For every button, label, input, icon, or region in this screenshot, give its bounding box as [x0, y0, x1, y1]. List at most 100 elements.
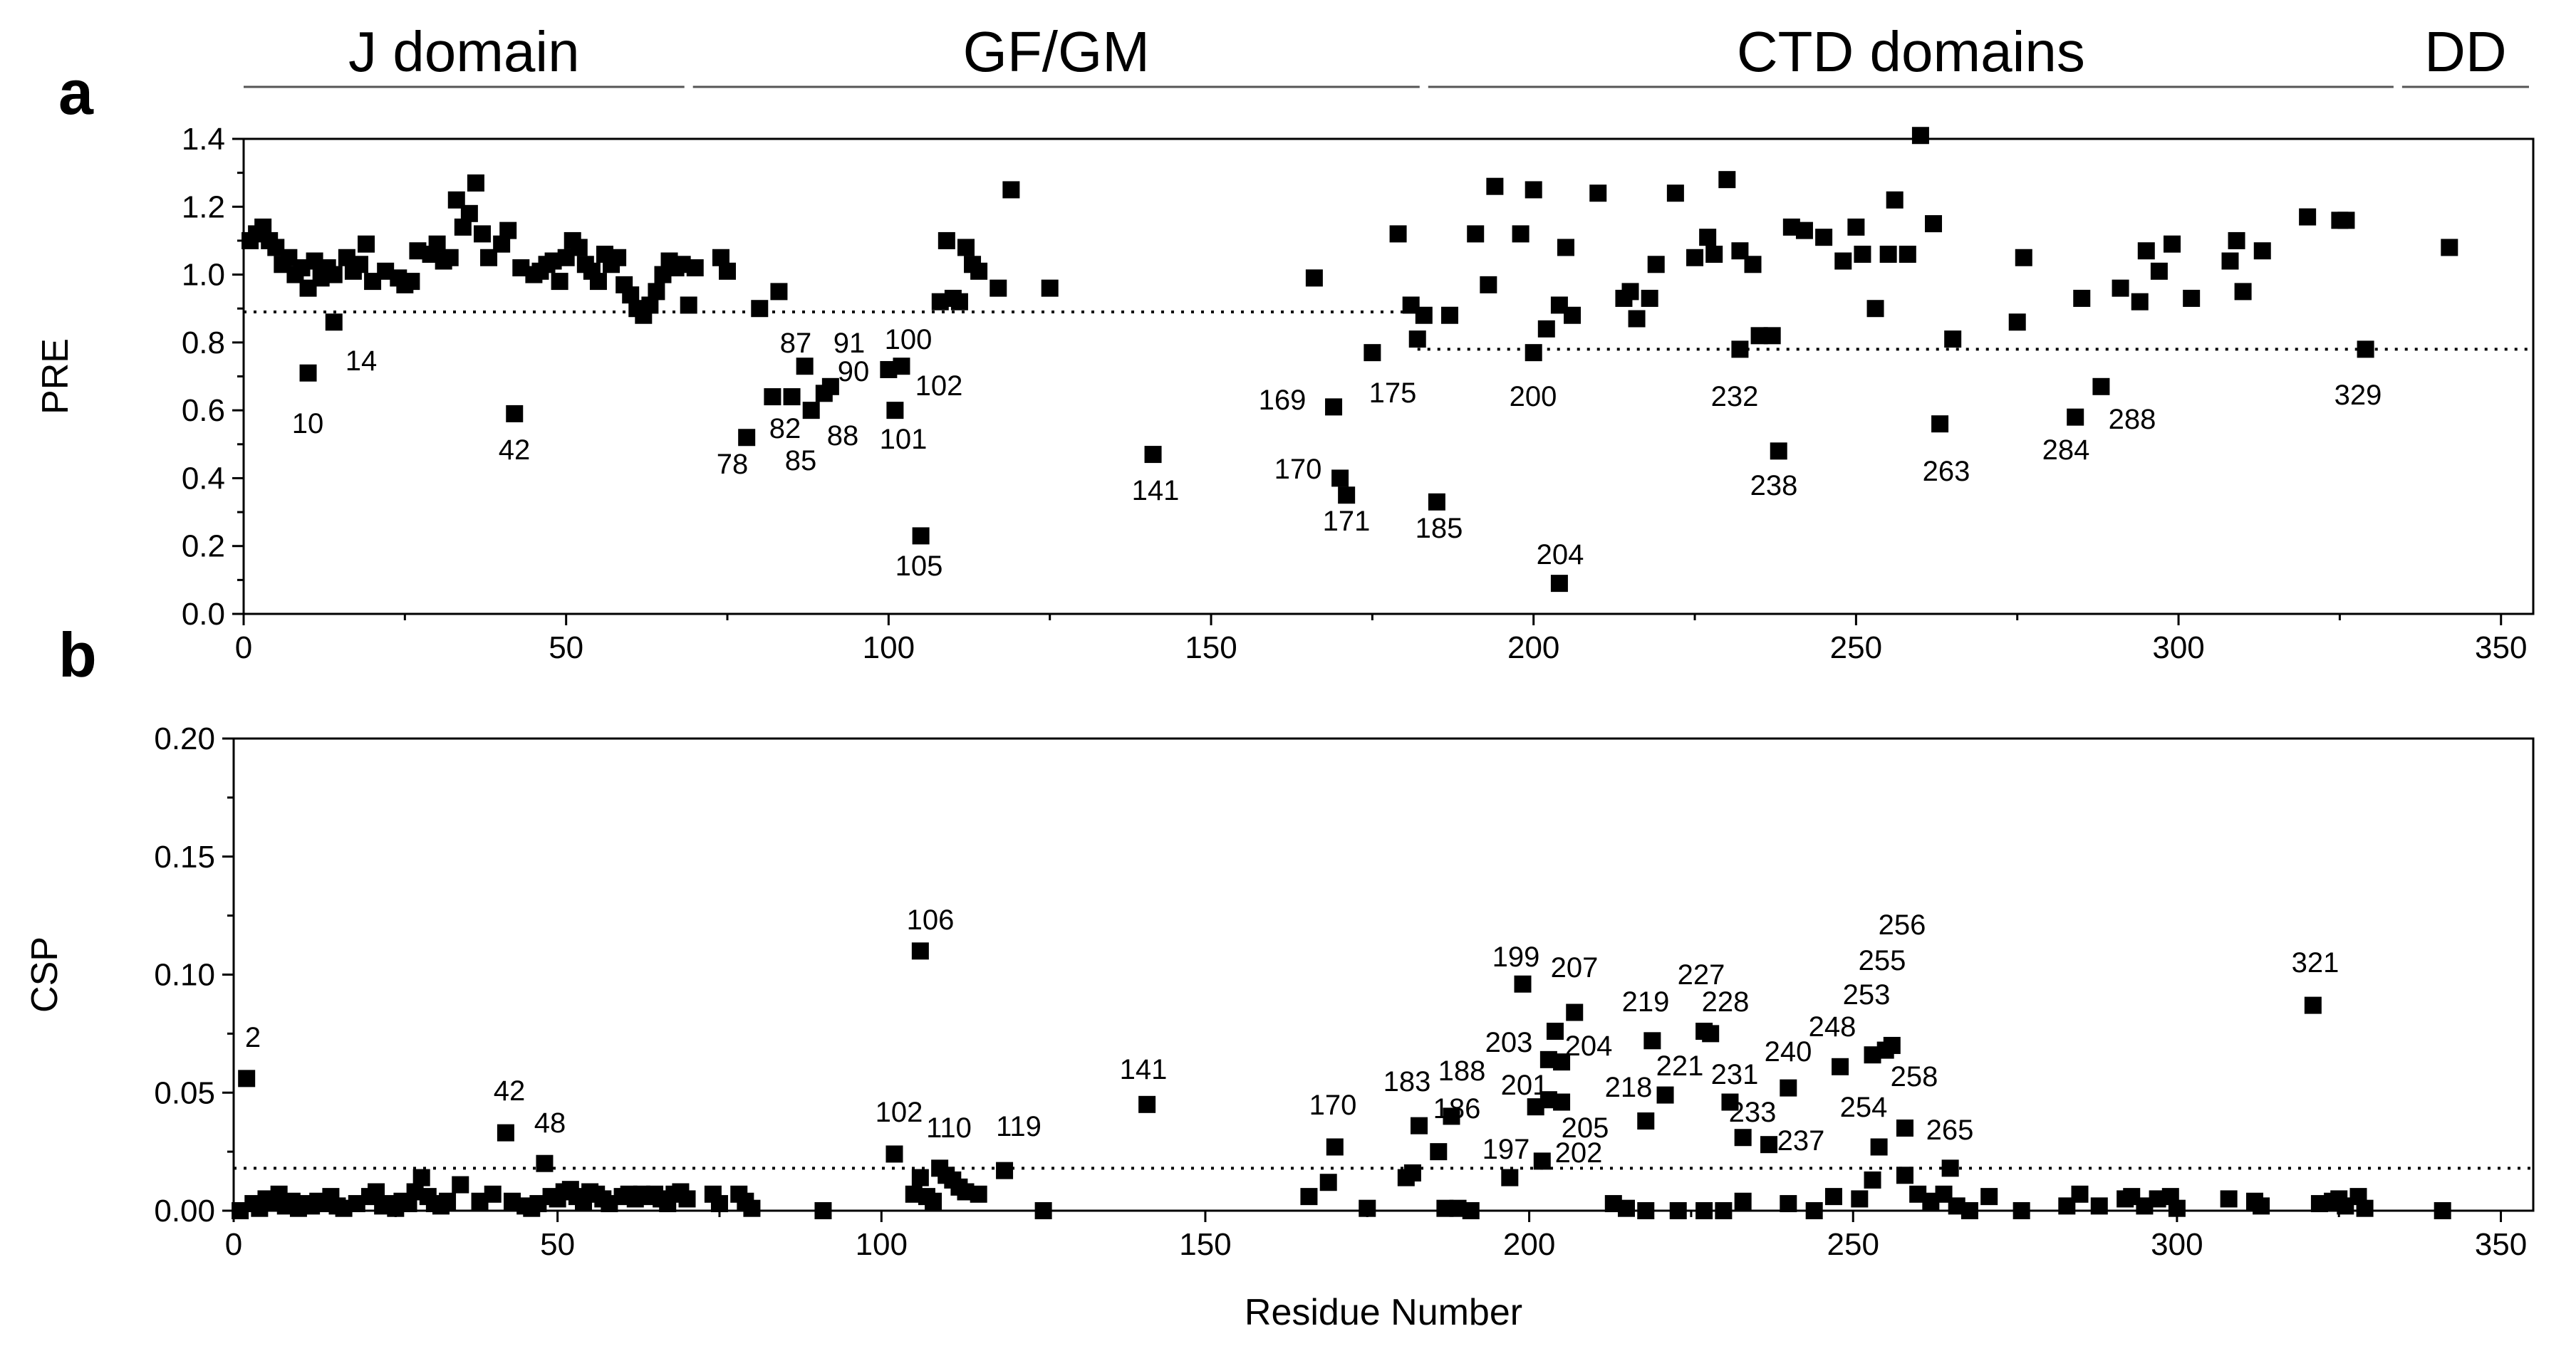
labeled-data-point — [796, 358, 814, 375]
data-point — [1525, 181, 1542, 199]
data-point — [680, 296, 697, 314]
x-axis-title: Residue Number — [1245, 1292, 1522, 1333]
point-label: 42 — [499, 434, 531, 466]
data-point — [2434, 1202, 2451, 1219]
point-label: 105 — [895, 551, 943, 582]
data-point — [751, 300, 769, 318]
data-point — [1467, 225, 1485, 243]
point-label: 256 — [1879, 909, 1926, 941]
point-label: 254 — [1840, 1092, 1888, 1123]
point-label: 102 — [915, 370, 963, 402]
data-point — [484, 1185, 502, 1203]
data-point — [1403, 1164, 1421, 1182]
data-point — [499, 221, 517, 239]
labeled-data-point — [802, 402, 820, 419]
labeled-data-point — [1514, 975, 1532, 993]
data-point — [441, 249, 459, 266]
data-point — [1734, 1192, 1752, 1210]
data-point — [1944, 330, 1962, 348]
point-label: 48 — [534, 1107, 566, 1139]
data-point — [2441, 239, 2458, 256]
point-label: 175 — [1369, 377, 1417, 409]
point-label: 82 — [769, 413, 801, 444]
y-tick-label: 0.00 — [154, 1194, 215, 1229]
data-point — [2137, 242, 2155, 260]
x-tick-label: 50 — [540, 1227, 575, 1262]
data-point — [770, 283, 788, 301]
data-point — [1847, 218, 1865, 236]
labeled-data-point — [893, 358, 910, 375]
labeled-data-point — [1325, 398, 1343, 416]
data-point — [1699, 229, 1717, 246]
data-point — [1686, 249, 1704, 266]
data-point — [1815, 229, 1833, 246]
point-label: 170 — [1274, 454, 1322, 485]
labeled-data-point — [1883, 1036, 1901, 1054]
data-point — [439, 1192, 457, 1210]
data-point — [1780, 1195, 1797, 1213]
point-label: 233 — [1729, 1097, 1777, 1128]
labeled-data-point — [325, 313, 343, 331]
data-point — [1960, 1202, 1978, 1219]
data-point — [1462, 1202, 1480, 1219]
labeled-data-point — [938, 1167, 955, 1184]
data-point — [678, 1190, 696, 1208]
labeled-data-point — [886, 402, 904, 419]
data-point — [1041, 279, 1059, 297]
data-point — [1034, 1202, 1052, 1219]
data-point — [2221, 252, 2239, 270]
data-point — [710, 1195, 728, 1213]
x-tick-label: 300 — [2152, 630, 2204, 665]
point-label: 90 — [838, 356, 870, 387]
point-label: 119 — [996, 1111, 1042, 1142]
labeled-data-point — [299, 364, 317, 382]
y-tick-label: 0.05 — [154, 1075, 215, 1110]
domain-label: CTD domains — [1737, 20, 2085, 83]
data-point — [2228, 231, 2245, 249]
data-point — [1695, 1202, 1713, 1219]
data-point — [2183, 289, 2201, 307]
data-point — [1744, 256, 1762, 273]
x-tick-label: 350 — [2475, 630, 2527, 665]
point-label: 203 — [1485, 1027, 1533, 1058]
data-point — [2090, 1197, 2108, 1215]
labeled-data-point — [1566, 1003, 1584, 1021]
data-point — [358, 235, 375, 253]
point-label: 42 — [494, 1075, 526, 1107]
data-point — [1300, 1188, 1318, 1206]
data-point — [589, 273, 607, 291]
domain-label: DD — [2424, 20, 2507, 83]
point-label: 141 — [1132, 475, 1180, 506]
labeled-data-point — [1550, 575, 1568, 593]
labeled-data-point — [1832, 1058, 1849, 1075]
point-label: 141 — [1120, 1054, 1168, 1085]
data-point — [911, 1169, 929, 1186]
labeled-data-point — [1411, 1117, 1428, 1134]
data-point — [1415, 306, 1433, 324]
data-point — [990, 279, 1007, 297]
labeled-data-point — [1331, 469, 1349, 487]
y-tick-label: 0.6 — [182, 393, 225, 428]
data-point — [1866, 300, 1884, 318]
labeled-data-point — [821, 377, 839, 395]
data-point — [2008, 313, 2026, 331]
data-point — [2150, 262, 2168, 280]
point-label: 204 — [1565, 1031, 1613, 1062]
labeled-data-point — [1731, 340, 1749, 358]
data-point — [1851, 1190, 1869, 1208]
point-label: 240 — [1765, 1036, 1812, 1068]
point-label: 255 — [1859, 945, 1906, 976]
point-label: 169 — [1259, 385, 1307, 416]
data-point — [1621, 283, 1639, 301]
labeled-data-point — [1770, 442, 1787, 460]
data-point — [1854, 245, 1871, 263]
point-label: 288 — [2109, 404, 2156, 435]
labeled-data-point — [1338, 486, 1356, 504]
data-point — [2234, 283, 2252, 301]
point-label: 204 — [1537, 539, 1584, 570]
data-point — [1589, 184, 1607, 202]
labeled-data-point — [497, 1124, 514, 1142]
point-label: 87 — [780, 328, 812, 359]
point-label: 185 — [1416, 513, 1463, 544]
plot-frame — [232, 737, 2535, 1212]
